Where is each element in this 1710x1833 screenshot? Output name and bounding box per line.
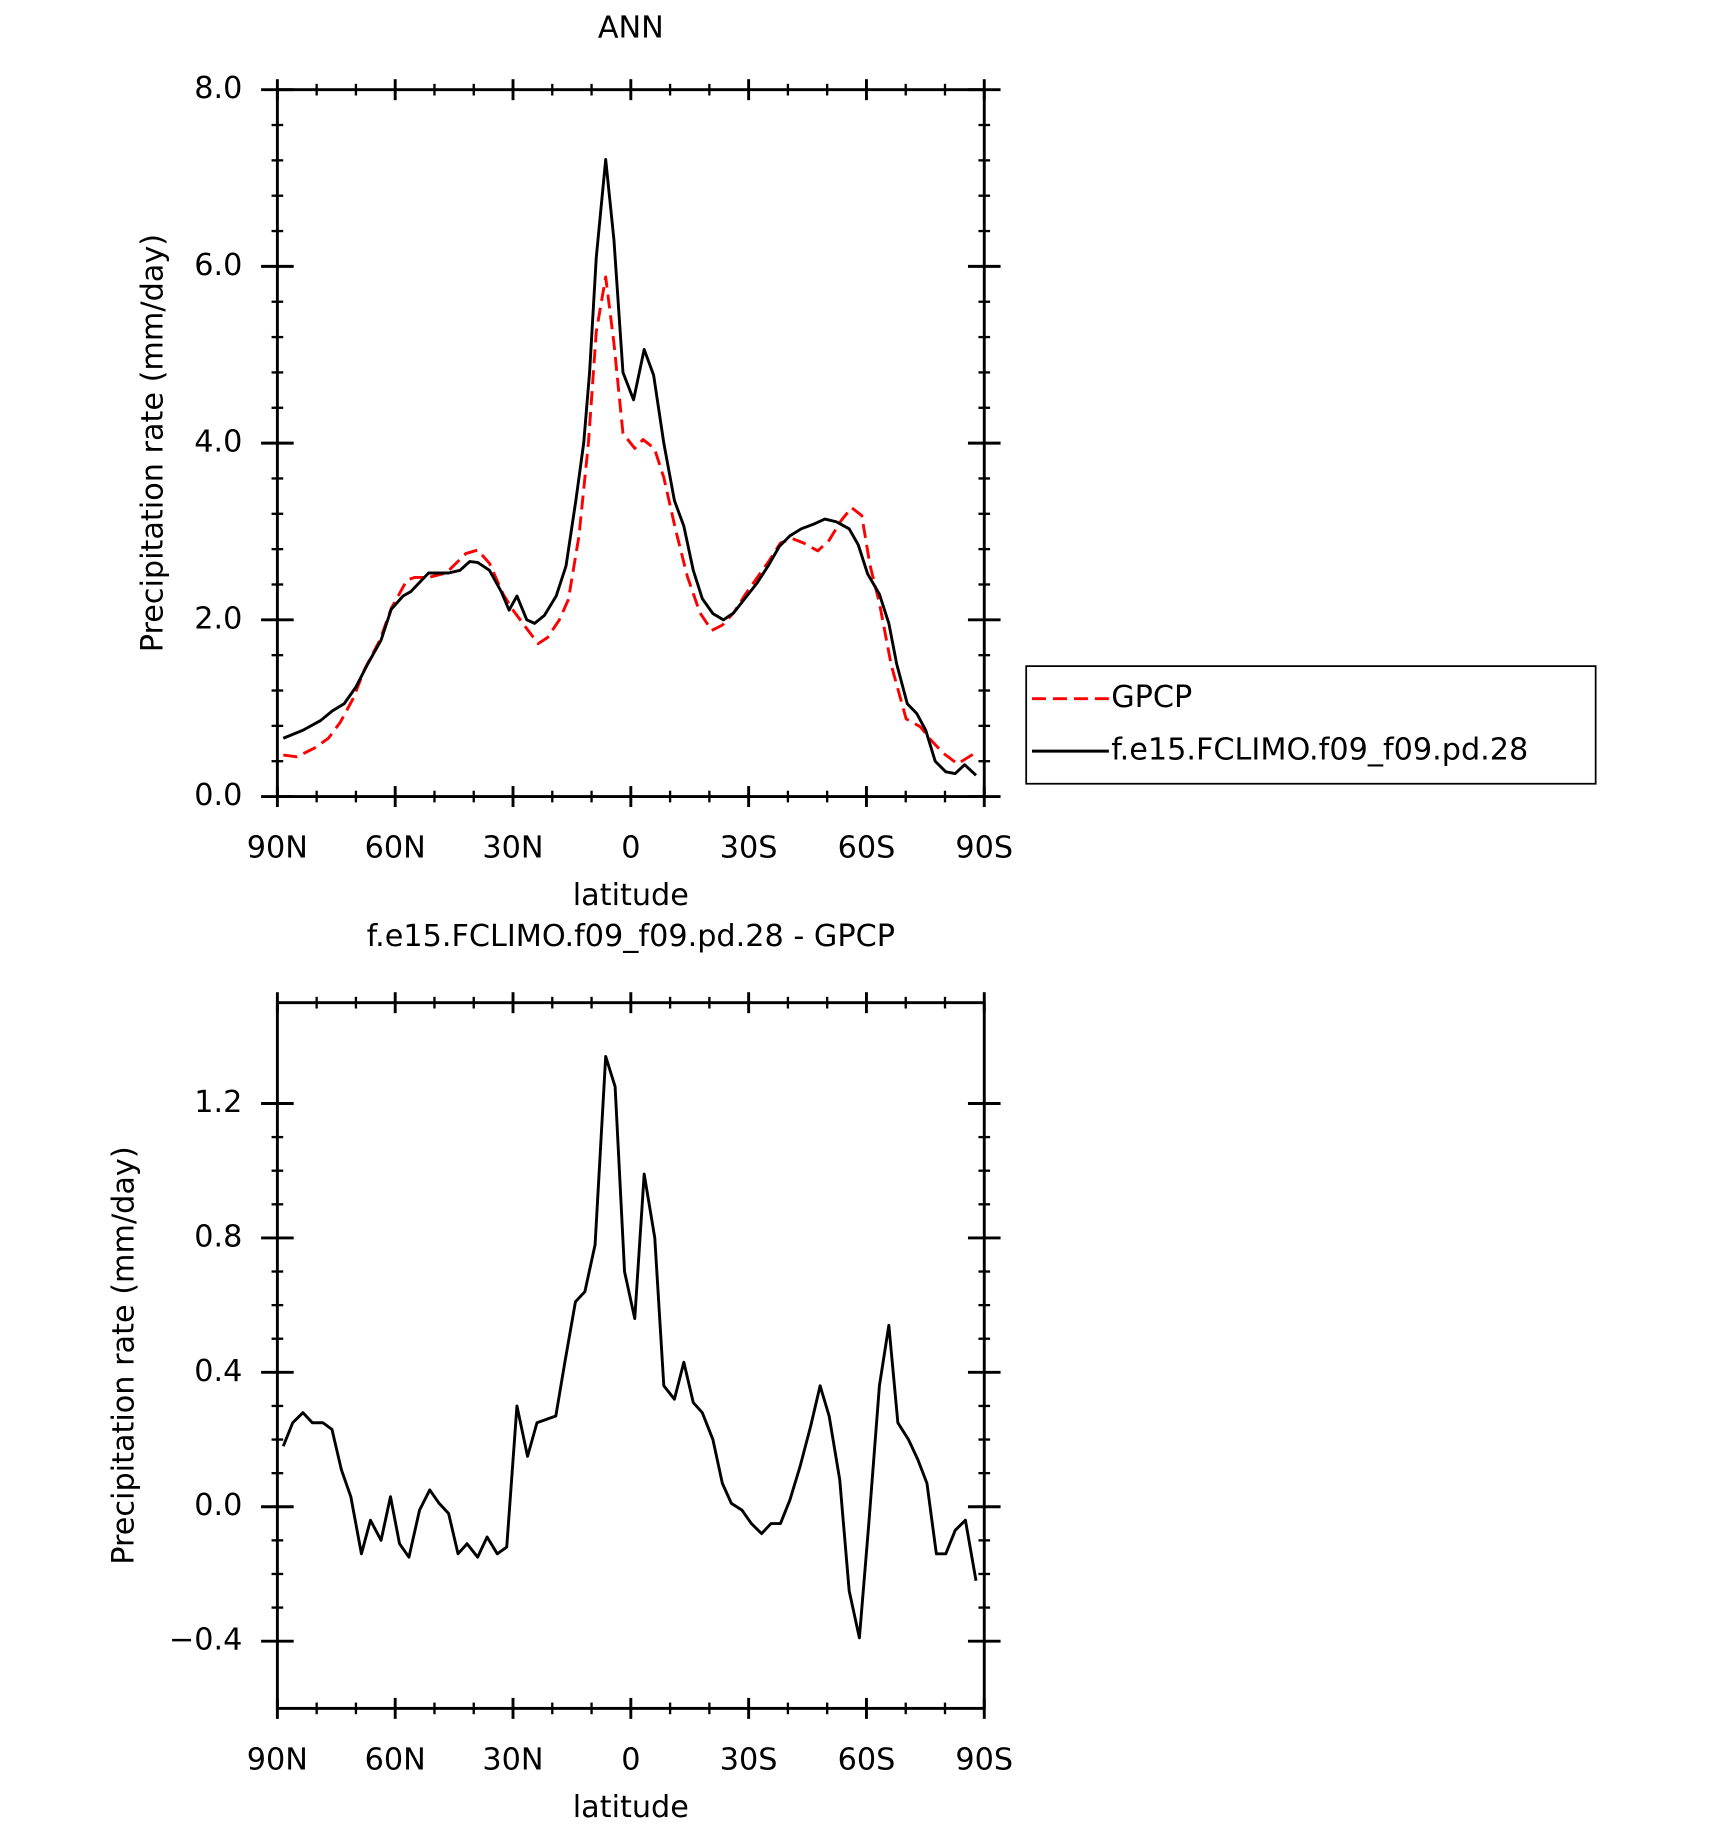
x-tick-label: 60N: [365, 830, 426, 865]
y-tick-label: −0.4: [169, 1623, 243, 1658]
y-tick-label: 1.2: [194, 1085, 242, 1120]
legend-label: f.e15.FCLIMO.f09_f09.pd.28: [1111, 733, 1528, 768]
chart-title: f.e15.FCLIMO.f09_f09.pd.28 - GPCP: [367, 919, 895, 954]
legend-label: GPCP: [1111, 680, 1192, 715]
y-tick-label: 0.0: [194, 778, 242, 813]
plot-frame: [275, 1001, 986, 1710]
y-axis-label: Precipitation rate (mm/day): [135, 234, 170, 652]
y-tick-label: 2.0: [194, 601, 242, 636]
y-tick-label: 0.8: [194, 1219, 242, 1254]
x-tick-label: 30N: [482, 830, 543, 865]
y-tick-label: 8.0: [194, 71, 242, 106]
legend-box: [1025, 665, 1597, 785]
y-tick-label: 0.4: [194, 1354, 242, 1389]
y-tick-label: 6.0: [194, 248, 242, 283]
x-tick-label: 60S: [838, 830, 896, 865]
plot-frame: [275, 88, 986, 799]
y-tick-label: 0.0: [194, 1488, 242, 1523]
y-axis-label: Precipitation rate (mm/day): [106, 1146, 141, 1564]
x-tick-label: 60S: [838, 1742, 896, 1777]
x-tick-label: 30N: [482, 1742, 543, 1777]
data-line: [281, 1054, 978, 1640]
x-tick-label: 90S: [955, 1742, 1013, 1777]
x-tick-label: 30S: [720, 830, 778, 865]
x-axis-label: latitude: [573, 1790, 689, 1825]
chart-title: ANN: [598, 11, 664, 46]
y-tick-label: 4.0: [194, 425, 242, 460]
x-tick-label: 30S: [720, 1742, 778, 1777]
data-line: [283, 275, 977, 766]
x-tick-label: 60N: [365, 1742, 426, 1777]
x-tick-label: 0: [621, 830, 640, 865]
x-axis-label: latitude: [573, 878, 689, 913]
data-line: [282, 158, 978, 777]
x-tick-label: 90N: [247, 1742, 308, 1777]
x-tick-label: 90N: [247, 830, 308, 865]
x-tick-label: 90S: [955, 830, 1013, 865]
x-tick-label: 0: [621, 1742, 640, 1777]
